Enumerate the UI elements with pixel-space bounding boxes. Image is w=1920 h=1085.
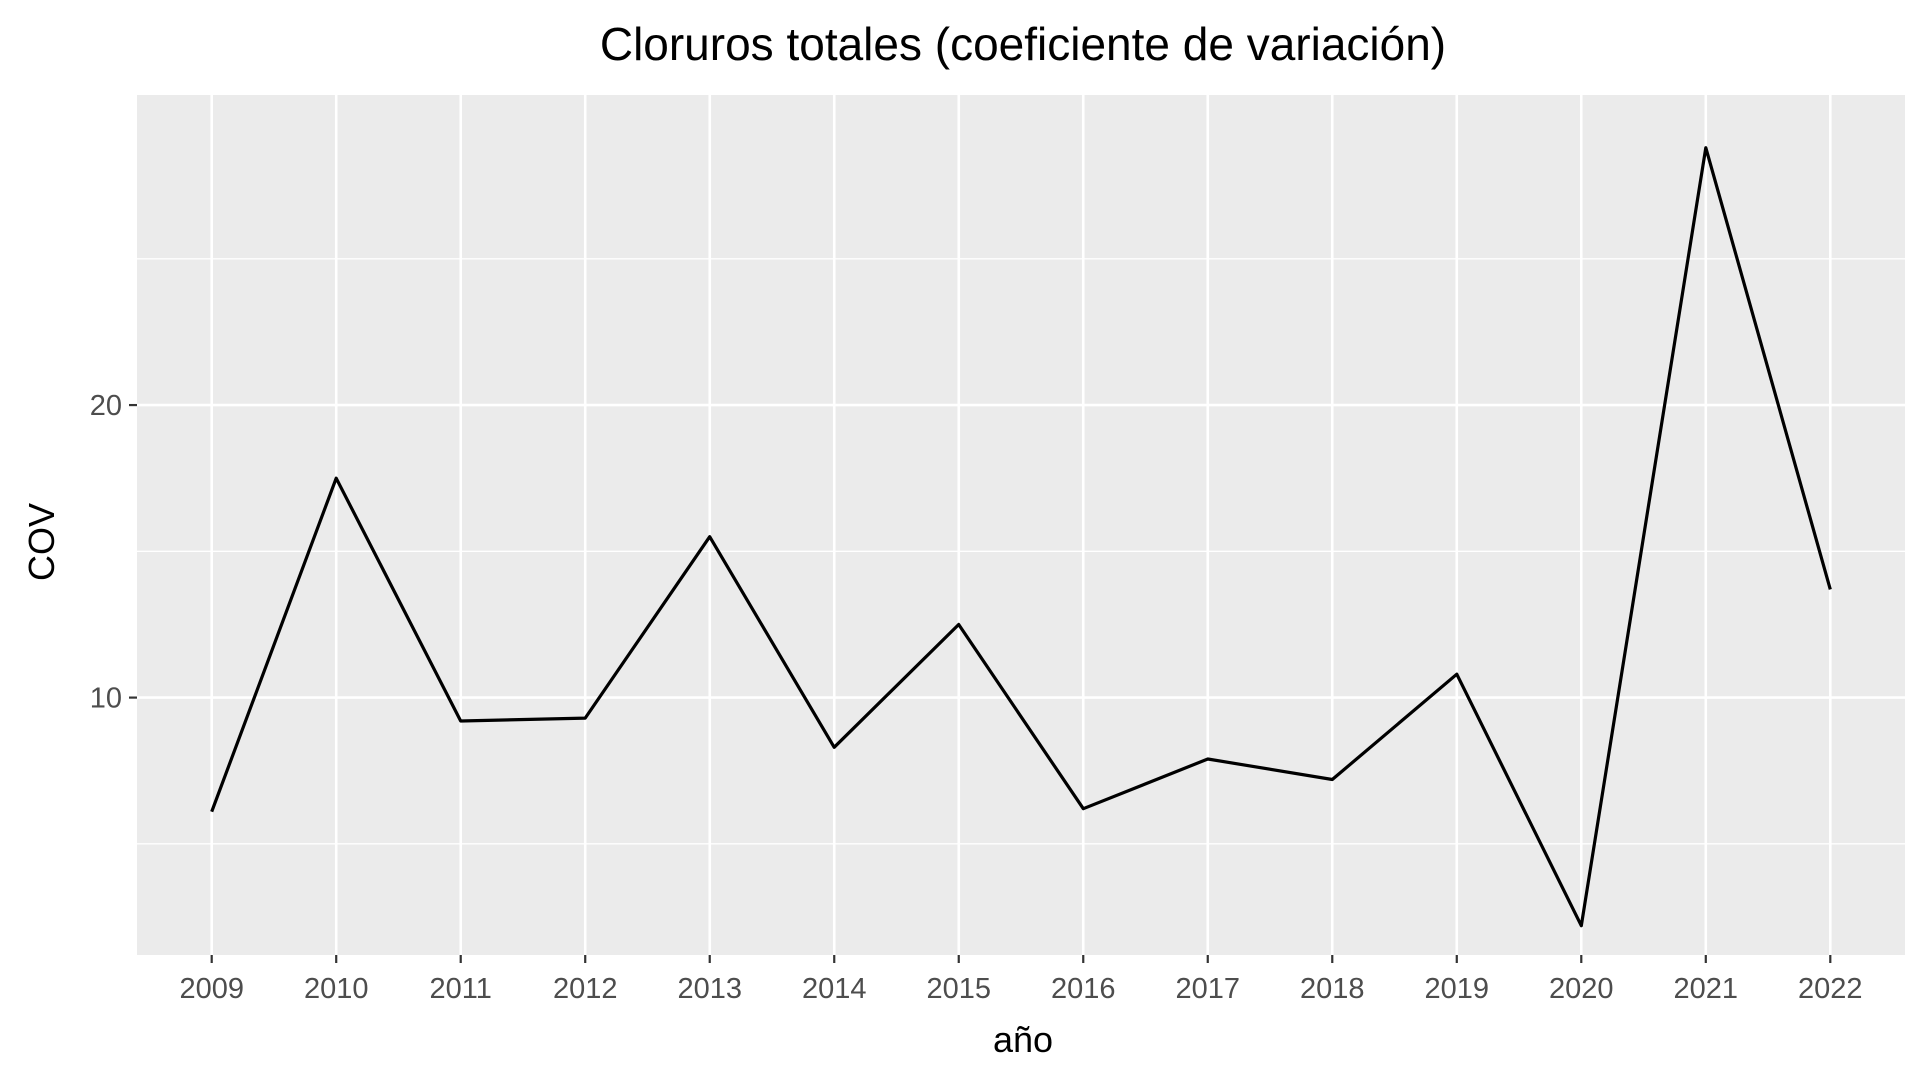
x-axis-title: año [993,1019,1053,1060]
x-tick-label: 2012 [553,973,618,1005]
chart-title: Cloruros totales (coeficiente de variaci… [600,18,1446,70]
x-axis: 2009 2010 2011 2012 2013 2014 2015 2016 2017 2018… [179,955,1863,1005]
x-tick-label: 2010 [304,973,369,1005]
y-tick-label: 20 [90,390,122,422]
y-axis: 10 20 [90,390,137,715]
x-tick-label: 2014 [802,973,867,1005]
x-tick-label: 2011 [430,973,492,1005]
y-tick-label: 10 [90,683,122,715]
series-layer [210,146,1832,928]
x-tick-label: 2009 [179,973,244,1005]
minor-gridlines [137,258,1905,845]
x-tick-label: 2021 [1674,973,1739,1005]
major-gridlines [137,95,1905,955]
x-tick-label: 2020 [1549,973,1614,1005]
x-tick-label: 2018 [1300,973,1365,1005]
x-tick-label: 2019 [1425,973,1490,1005]
x-tick-label: 2013 [677,973,742,1005]
x-tick-label: 2015 [926,973,991,1005]
x-tick-label: 2022 [1798,973,1863,1005]
plot-panel [137,95,1905,955]
series-line [210,146,1832,928]
x-tick-label: 2017 [1176,973,1241,1005]
y-axis-title: COV [21,503,62,581]
x-tick-label: 2016 [1051,973,1116,1005]
